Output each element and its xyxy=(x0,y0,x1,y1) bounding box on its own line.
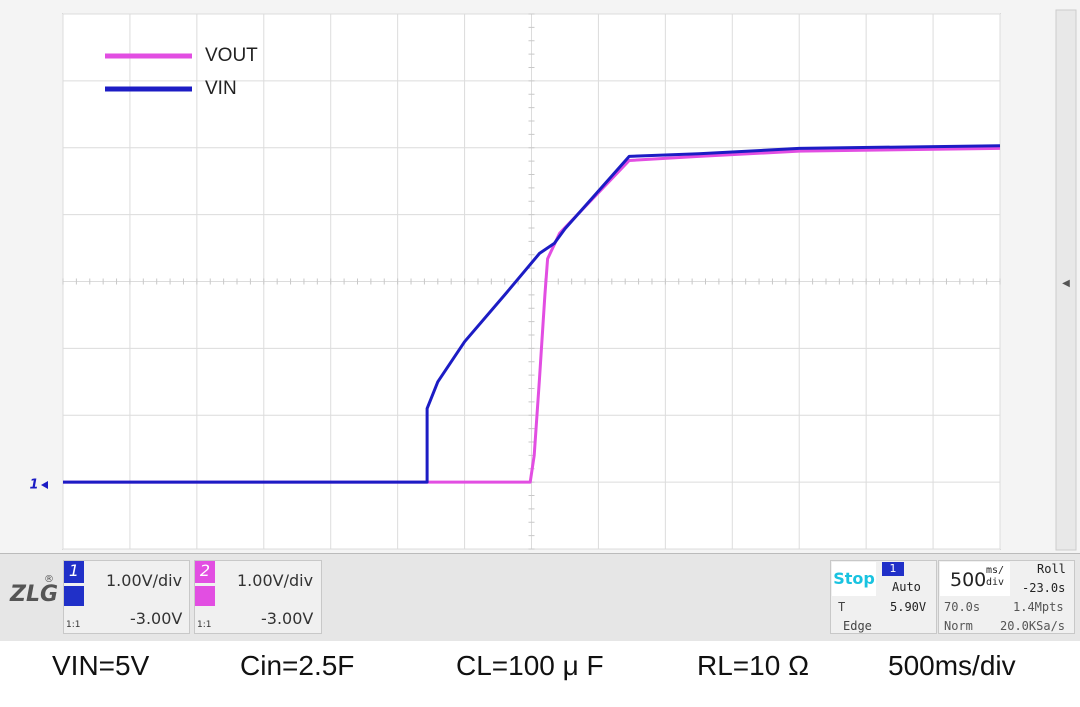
trace xyxy=(63,146,1001,484)
ch1-number: 1 xyxy=(64,561,84,583)
logo: ZLG xyxy=(10,582,59,607)
legend-label: VOUT xyxy=(205,45,258,66)
ch1-probe: 1:1 xyxy=(66,620,81,630)
ch1-coupling xyxy=(64,586,84,606)
roll-label: Roll xyxy=(1037,562,1066,576)
ch2-number: 2 xyxy=(195,561,215,583)
caption: 500ms/div xyxy=(888,650,1016,681)
caption-bar xyxy=(0,641,1080,707)
ch1-offset: -3.00V xyxy=(130,609,183,628)
roll-position: -23.0s xyxy=(1022,581,1066,595)
timebase-delay: 70.0s xyxy=(944,600,981,614)
ch2-probe: 1:1 xyxy=(197,620,212,630)
side-arrow[interactable]: ◀ xyxy=(1062,278,1070,289)
trigger-source: 1 xyxy=(882,562,904,576)
control-panel: ZLG ® 1 1.00V/div -3.00V 1:1 2 1.00V/div… xyxy=(0,553,1080,642)
ch2-box[interactable] xyxy=(194,560,322,634)
ch1-box[interactable] xyxy=(63,560,190,634)
ch2-scale: 1.00V/div xyxy=(237,571,314,590)
timebase-unit-bottom: div xyxy=(986,577,1005,588)
side-bar xyxy=(1055,9,1077,551)
ch1-scale: 1.00V/div xyxy=(106,571,183,590)
memory-depth: 1.4Mpts xyxy=(1013,600,1064,614)
logo-mark: ® xyxy=(44,574,54,585)
ch2-coupling xyxy=(195,586,215,606)
legend-label: VIN xyxy=(205,78,237,99)
trigger-level: 5.90V xyxy=(890,600,927,614)
ch2-offset: -3.00V xyxy=(261,609,314,628)
caption: VIN=5V xyxy=(52,650,150,681)
caption: RL=10 Ω xyxy=(697,650,809,681)
acq-mode: Norm xyxy=(944,619,973,633)
caption: Cin=2.5F xyxy=(240,650,355,681)
ground-arrow xyxy=(41,481,48,489)
waveform-area: ◀ VOUT VIN 1 xyxy=(29,9,1077,551)
run-state[interactable]: Stop xyxy=(832,562,876,596)
trace xyxy=(63,144,1001,484)
timebase-value: 500 xyxy=(950,569,987,591)
ground-marker: 1 xyxy=(29,478,38,493)
timebase-field xyxy=(940,562,1010,596)
timebase-unit-top: ms/ xyxy=(986,565,1005,576)
trigger-mode: Auto xyxy=(892,580,921,594)
trigger-type: Edge xyxy=(843,619,872,633)
sample-rate: 20.0KSa/s xyxy=(1000,619,1066,633)
caption: CL=100 μ F xyxy=(456,650,604,681)
trigger-label: T xyxy=(838,600,846,614)
